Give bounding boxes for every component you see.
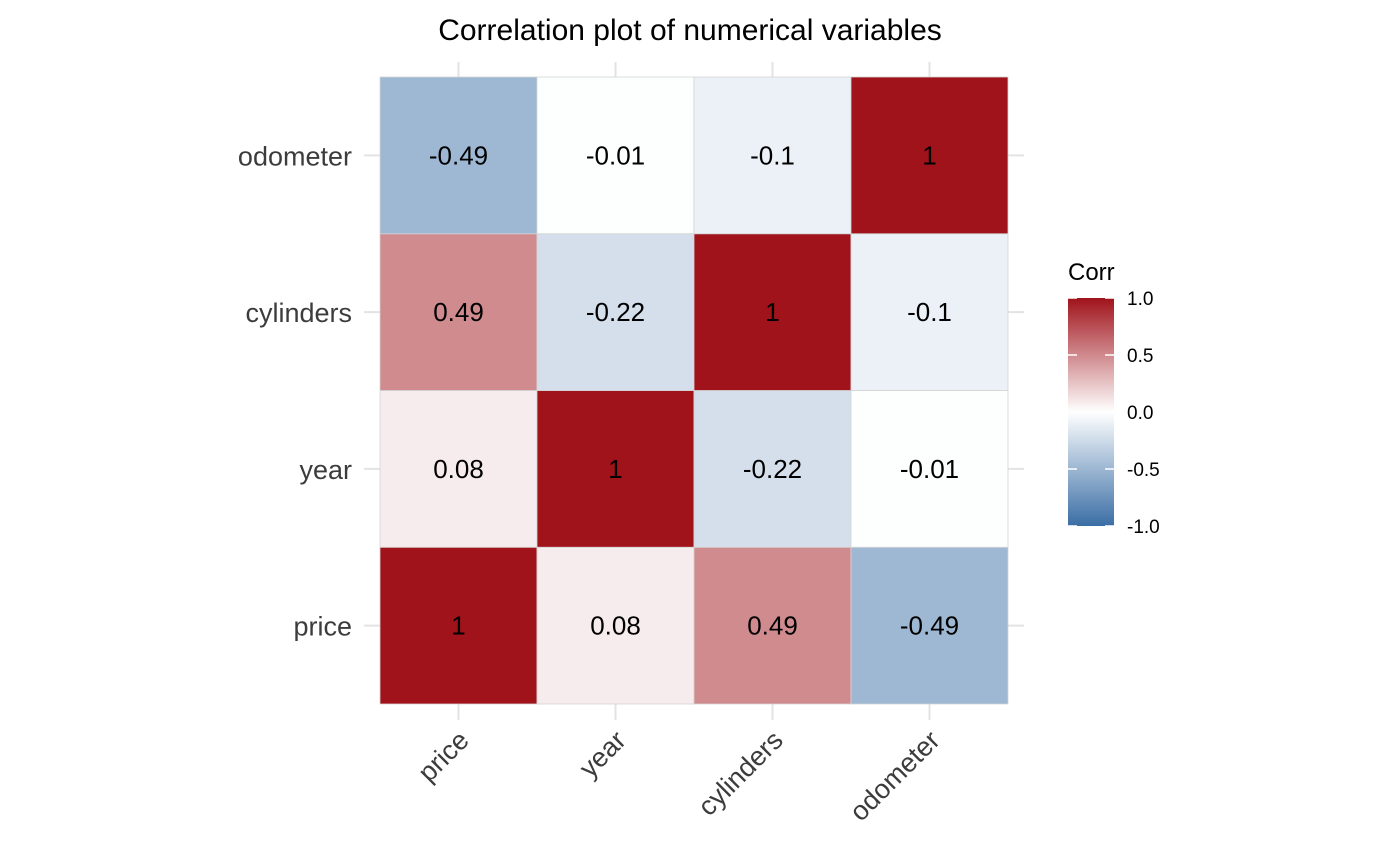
cell-price-odometer	[850, 546, 1009, 705]
cell-label-year-year: 1	[608, 454, 622, 484]
chart-title: Correlation plot of numerical variables	[438, 14, 942, 47]
cell-odometer-odometer	[850, 76, 1009, 235]
cell-year-odometer	[850, 390, 1009, 548]
cell-label-year-price: 0.08	[433, 454, 484, 484]
legend-tick-label: 1.0	[1127, 289, 1153, 310]
cell-price-cylinders	[693, 546, 852, 705]
x-tick-odometer: odometer	[844, 725, 946, 827]
cell-label-price-odometer: -0.49	[900, 611, 959, 641]
x-tick-cylinders: cylinders	[692, 725, 789, 822]
y-tick-cylinders: cylinders	[245, 298, 352, 328]
legend-tick-label: 0.0	[1127, 403, 1153, 424]
cell-label-odometer-year: -0.01	[586, 140, 645, 170]
cell-label-odometer-odometer: 1	[922, 140, 936, 170]
x-axis-tick-labels: price year cylinders odometer	[412, 725, 946, 827]
cell-label-year-cylinders: -0.22	[743, 454, 802, 484]
x-tick-year: year	[573, 725, 631, 783]
cell-label-cylinders-price: 0.49	[433, 297, 484, 327]
cell-odometer-cylinders	[693, 76, 852, 235]
cell-year-year	[536, 390, 695, 548]
legend-title: Corr	[1068, 259, 1115, 286]
cell-cylinders-cylinders	[693, 233, 852, 391]
legend-ticks: 1.0 0.5 0.0 -0.5 -1.0	[1068, 289, 1160, 538]
cell-odometer-price	[379, 76, 538, 235]
heatmap-cell-labels: 1 0.08 0.49 -0.49 0.08 1 -0.22 -0.01 0.49 -0.22 1 -…	[429, 140, 959, 640]
cell-cylinders-price	[379, 233, 538, 391]
y-axis-tick-labels: price year cylinders odometer	[238, 141, 352, 641]
y-tick-price: price	[293, 612, 352, 642]
cell-label-price-cylinders: 0.49	[747, 611, 798, 641]
legend-tick-label: -1.0	[1127, 517, 1160, 538]
cell-label-odometer-price: -0.49	[429, 140, 488, 170]
cell-price-price	[379, 546, 538, 705]
cell-label-cylinders-year: -0.22	[586, 297, 645, 327]
cell-odometer-year	[536, 76, 695, 235]
cell-label-price-year: 0.08	[590, 611, 641, 641]
heatmap-cells	[379, 76, 1009, 705]
cell-label-year-odometer: -0.01	[900, 454, 959, 484]
y-tick-year: year	[299, 455, 352, 485]
cell-label-cylinders-cylinders: 1	[765, 297, 779, 327]
legend: Corr 1.0 0.5 0.0 -0.5 -1.0	[1068, 259, 1160, 538]
cell-cylinders-odometer	[850, 233, 1009, 391]
cell-label-price-price: 1	[451, 611, 465, 641]
cell-label-cylinders-odometer: -0.1	[907, 297, 952, 327]
cell-label-odometer-cylinders: -0.1	[750, 140, 795, 170]
legend-tick-label: -0.5	[1127, 460, 1160, 481]
legend-tick-label: 0.5	[1127, 346, 1153, 367]
y-tick-odometer: odometer	[238, 141, 352, 171]
cell-price-year	[536, 546, 695, 705]
x-tick-price: price	[412, 725, 475, 788]
